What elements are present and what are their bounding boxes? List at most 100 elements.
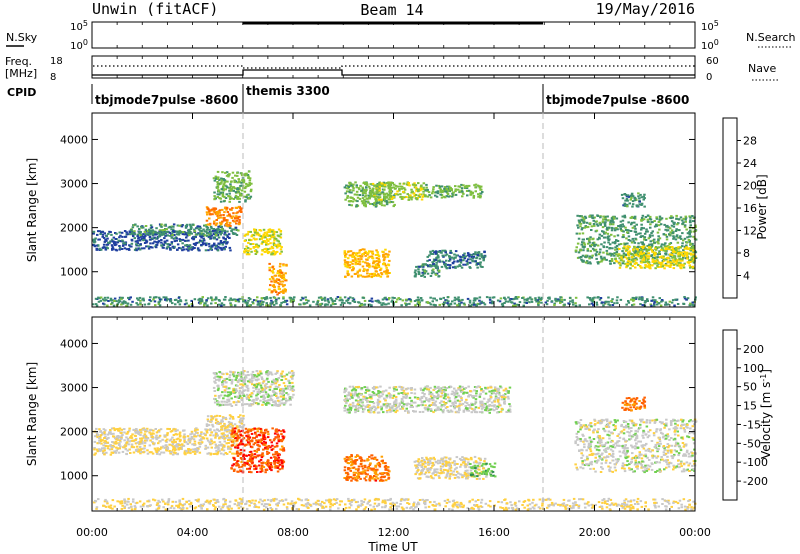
data-cell (458, 185, 462, 188)
data-cell (115, 300, 118, 303)
data-cell (178, 440, 182, 443)
data-cell (165, 299, 168, 302)
data-cell (344, 261, 347, 264)
data-cell (301, 297, 305, 300)
data-cell (634, 297, 638, 300)
data-cell (170, 444, 174, 447)
data-cell (620, 229, 624, 232)
data-cell (618, 266, 622, 269)
data-cell (598, 261, 601, 264)
data-cell (366, 197, 370, 200)
data-cell (102, 452, 105, 454)
data-cell (190, 430, 194, 433)
data-cell (179, 300, 183, 303)
data-cell (373, 194, 376, 197)
data-cell (148, 431, 151, 434)
data-cell (134, 437, 138, 440)
data-cell (207, 211, 211, 214)
data-cell (452, 191, 455, 194)
data-cell (165, 247, 169, 250)
data-cell (259, 431, 263, 434)
data-cell (248, 182, 251, 184)
data-cell (578, 232, 581, 235)
data-cell (281, 290, 285, 293)
data-cell (601, 226, 605, 229)
data-cell (243, 195, 246, 198)
data-cell (674, 257, 677, 260)
data-cell (668, 246, 671, 249)
data-cell (103, 240, 107, 243)
cpid-panel: CPID tbjmode7pulse -8600 themis 3300 tbj… (7, 84, 689, 112)
data-cell (142, 434, 145, 437)
data-cell (228, 189, 231, 192)
data-cell (205, 206, 209, 209)
data-cell (607, 219, 610, 222)
data-cell (393, 187, 397, 190)
data-cell (158, 229, 162, 232)
data-cell (123, 230, 127, 232)
data-cell (95, 432, 99, 435)
data-cell (221, 243, 224, 246)
data-cell (282, 264, 285, 267)
data-cell (361, 187, 365, 190)
data-cell (663, 267, 666, 270)
data-cell (229, 208, 232, 211)
data-cell (185, 450, 188, 453)
data-cell (179, 434, 182, 437)
data-cell (365, 269, 369, 272)
data-cell (685, 228, 688, 231)
data-cell (220, 302, 224, 305)
data-cell (109, 231, 112, 234)
data-cell (143, 303, 147, 306)
data-cell (270, 230, 274, 233)
data-cell (159, 448, 162, 451)
data-cell (270, 441, 273, 444)
data-cell (588, 297, 591, 299)
data-cell (105, 239, 108, 242)
data-cell (375, 201, 379, 204)
data-cell (217, 225, 220, 228)
data-cell (249, 190, 253, 193)
data-cell (211, 417, 215, 420)
data-cell (205, 423, 209, 426)
data-cell (205, 228, 209, 231)
data-cell (205, 431, 209, 434)
data-cell (110, 427, 114, 430)
data-cell (159, 440, 162, 443)
data-cell (344, 256, 347, 259)
data-cell (252, 443, 255, 446)
data-cell (496, 299, 500, 302)
data-cell (266, 436, 270, 439)
data-cell (631, 253, 635, 256)
data-cell (411, 183, 415, 186)
data-cell (138, 248, 142, 251)
data-cell (350, 269, 354, 272)
data-cell (423, 275, 426, 278)
data-cell (224, 452, 227, 454)
data-cell (103, 232, 106, 235)
data-cell (174, 428, 177, 431)
data-cell (348, 266, 352, 269)
velocity-data-cells (93, 370, 698, 511)
data-cell (154, 237, 158, 240)
data-cell (537, 300, 540, 303)
data-cell (624, 226, 627, 229)
data-cell (235, 450, 239, 453)
data-cell (454, 188, 457, 191)
data-cell (200, 431, 203, 434)
data-cell (267, 251, 270, 254)
data-cell (186, 231, 190, 234)
data-cell (370, 275, 374, 278)
data-cell (457, 260, 461, 262)
data-cell (188, 441, 192, 444)
data-cell (155, 227, 158, 230)
data-cell (276, 445, 279, 447)
data-cell (381, 298, 385, 301)
data-cell (344, 265, 347, 268)
data-cell (164, 439, 168, 442)
data-cell (120, 303, 123, 306)
data-cell (456, 304, 459, 307)
data-cell (235, 229, 239, 231)
data-cell (545, 303, 549, 306)
data-cell (178, 446, 182, 449)
